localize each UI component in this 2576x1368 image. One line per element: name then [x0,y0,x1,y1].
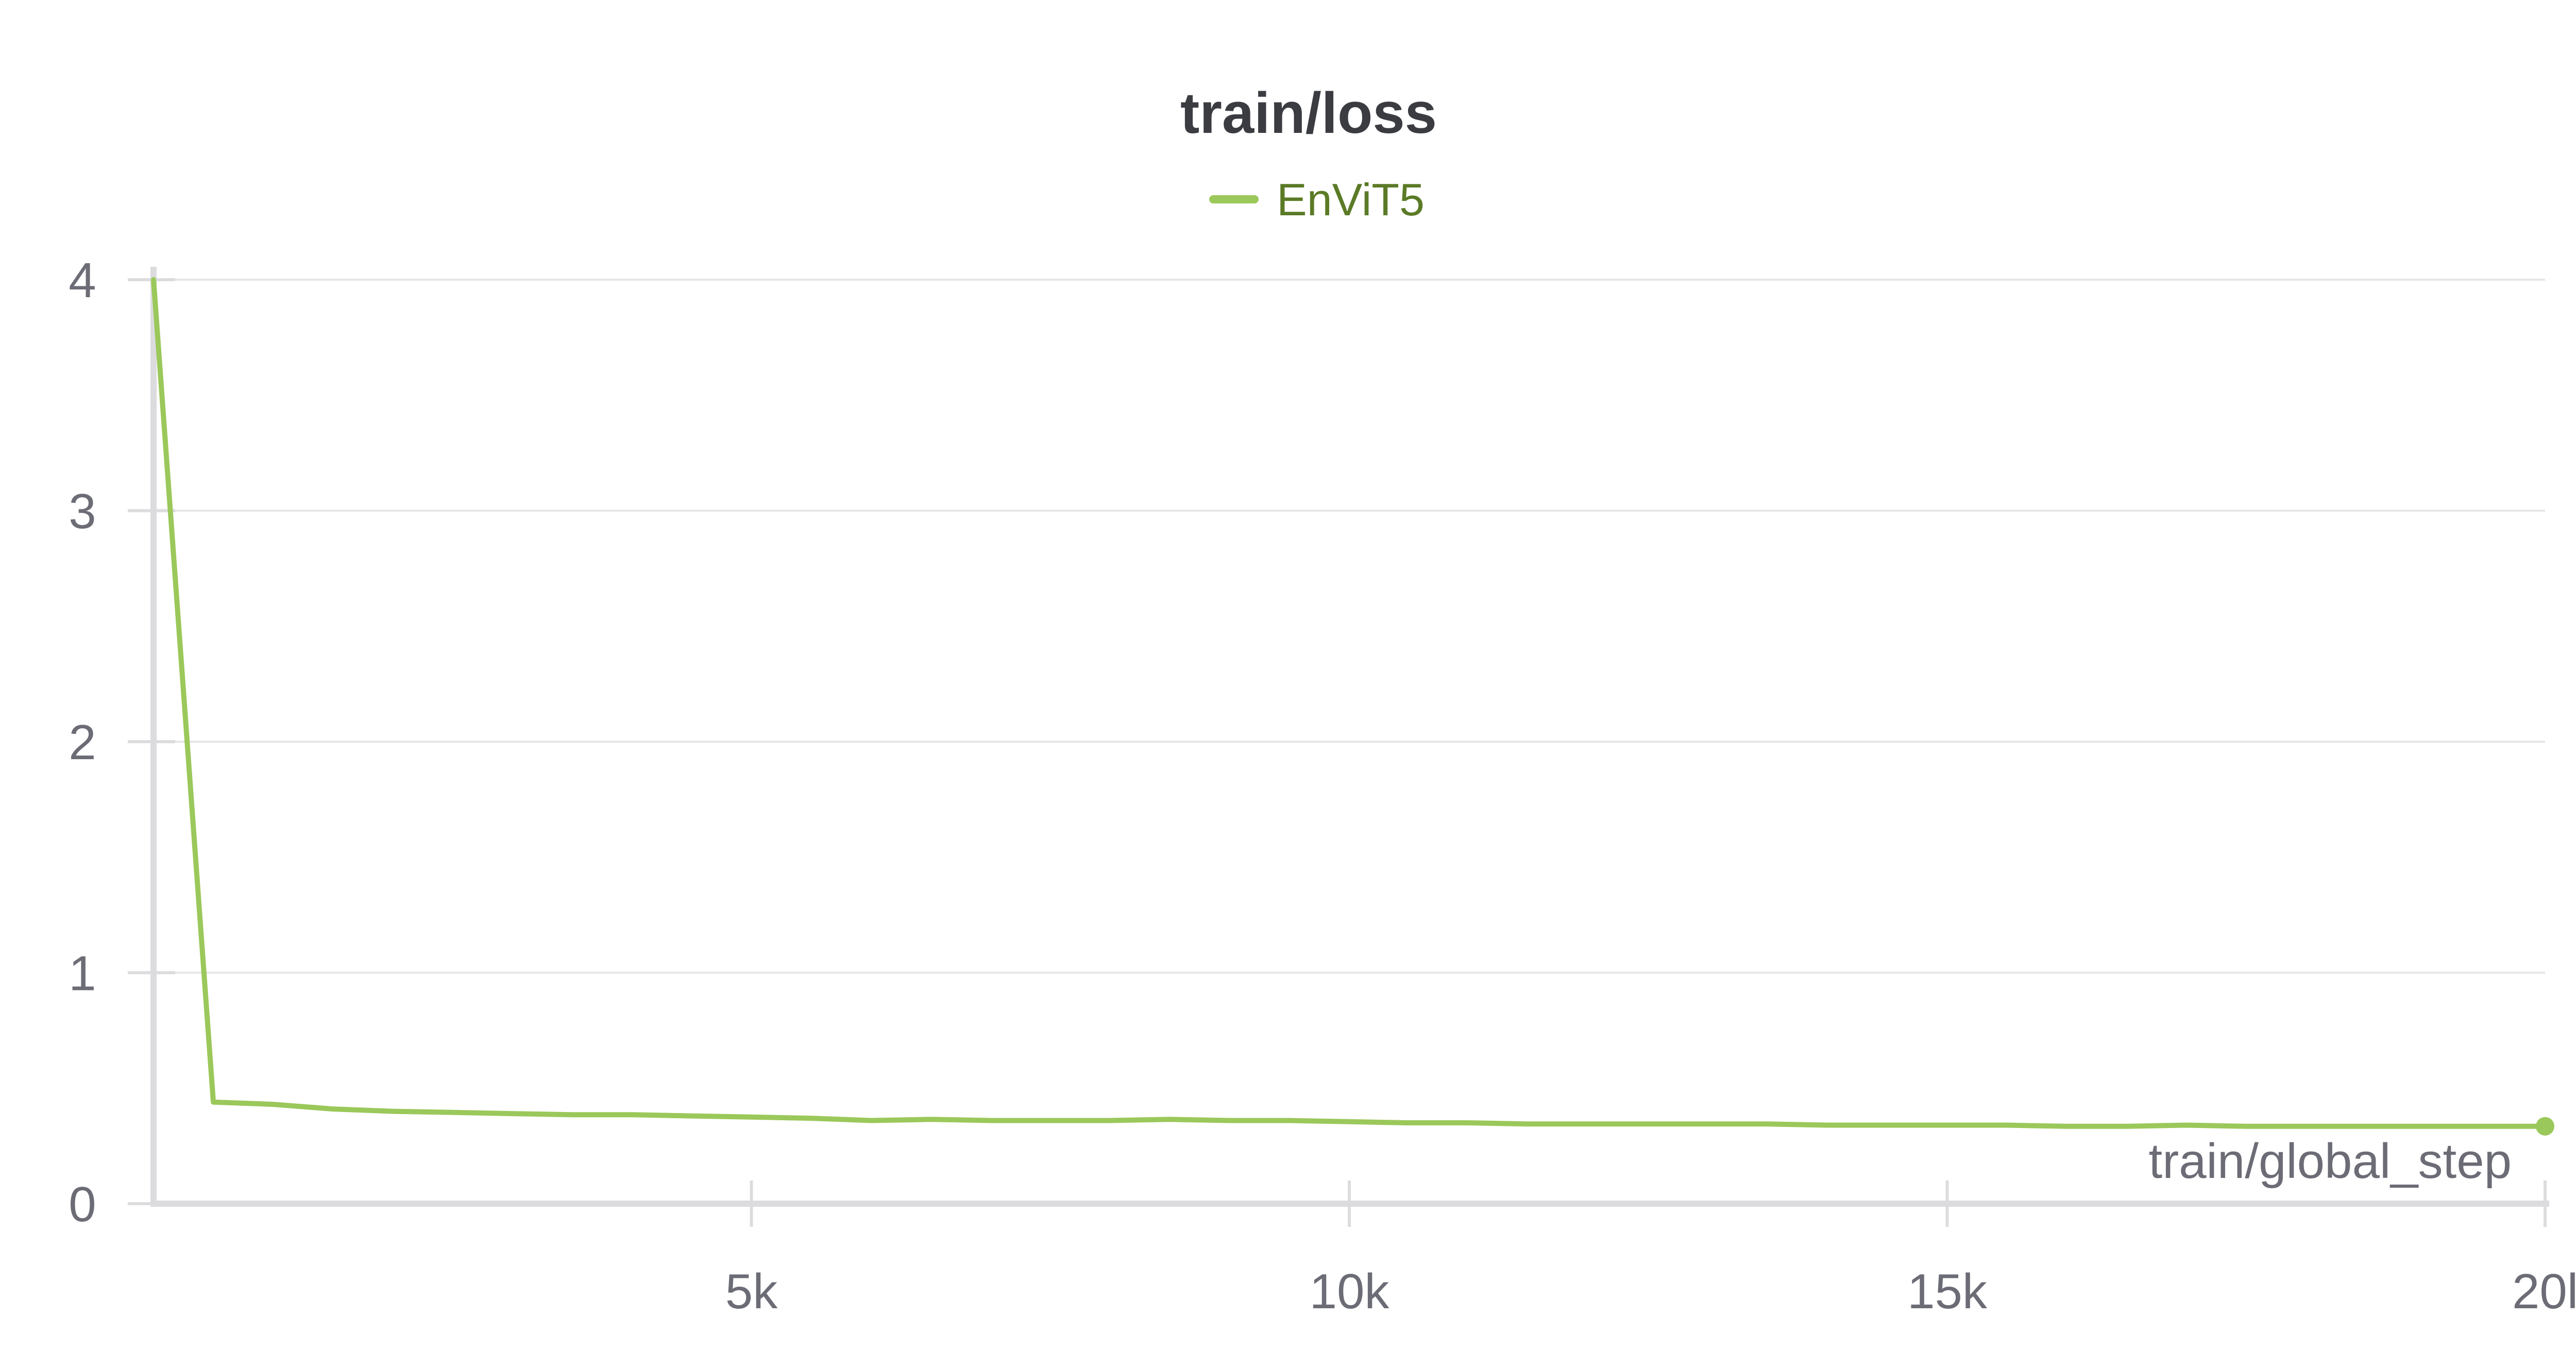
x-tick-label-0: 5k [725,1264,778,1319]
axes [150,267,2549,1207]
x-axis-title: train/global_step [2149,1134,2512,1189]
x-axis-ticks: 5k 10k 15k 20l [725,1181,2576,1319]
x-tick-label-3: 20l [2512,1264,2576,1319]
y-axis-ticks: 0 1 2 3 4 [69,253,175,1232]
series-end-point-envit5 [2536,1117,2554,1136]
grid-lines [154,279,2545,974]
x-tick-label-1: 10k [1310,1264,1390,1319]
series-layer [151,277,2554,1136]
series-line-envit5 [151,277,2548,1129]
legend: EnViT5 [1209,174,1425,225]
y-tick-label-1: 1 [69,946,96,1001]
y-tick-label-0: 0 [69,1177,96,1232]
chart-title: train/loss [1180,81,1437,145]
y-tick-label-3: 3 [69,484,96,539]
y-tick-label-2: 2 [69,715,96,770]
legend-label-envit5: EnViT5 [1277,174,1425,225]
x-tick-label-2: 15k [1907,1264,1988,1319]
y-tick-label-4: 4 [69,253,96,308]
